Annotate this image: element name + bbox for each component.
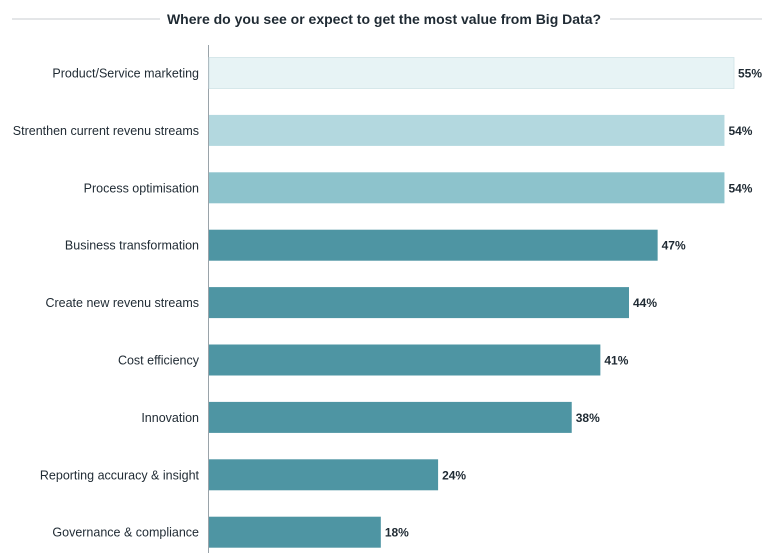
bar-1 <box>208 57 735 89</box>
bar-7 <box>209 401 572 433</box>
chart-title: Where do you see or expect to get the mo… <box>167 11 601 27</box>
category-label-9: Governance & compliance <box>52 526 199 540</box>
bar-2 <box>209 114 725 146</box>
value-label-5: 44% <box>633 296 657 310</box>
value-label-6: 41% <box>604 354 628 368</box>
value-label-9: 18% <box>385 526 409 540</box>
value-label-2: 54% <box>728 124 752 138</box>
value-label-1: 55% <box>738 67 762 81</box>
category-label-1: Product/Service marketing <box>52 67 199 81</box>
category-label-8: Reporting accuracy & insight <box>40 468 200 482</box>
value-label-3: 54% <box>728 181 752 195</box>
bar-4 <box>209 229 658 261</box>
value-label-4: 47% <box>662 239 686 253</box>
bars-group: Product/Service marketing 55% Strenthen cu… <box>13 57 762 548</box>
bar-8 <box>209 459 439 491</box>
bar-5 <box>209 287 629 319</box>
bar-9 <box>209 516 381 548</box>
category-label-3: Process optimisation <box>84 181 199 195</box>
value-label-7: 38% <box>576 411 600 425</box>
category-label-2: Strenthen current revenu streams <box>13 124 199 138</box>
category-label-4: Business transformation <box>65 239 199 253</box>
bar-3 <box>209 172 725 204</box>
category-label-5: Create new revenu streams <box>45 296 199 310</box>
category-label-6: Cost efficiency <box>118 354 200 368</box>
category-label-7: Innovation <box>141 411 199 425</box>
value-label-8: 24% <box>442 468 466 482</box>
bar-6 <box>209 344 601 376</box>
